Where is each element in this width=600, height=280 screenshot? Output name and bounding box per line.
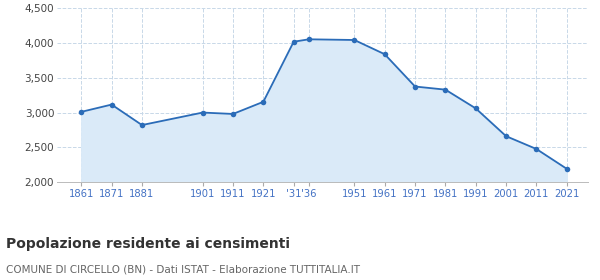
Point — [532, 147, 541, 151]
Point — [562, 167, 572, 171]
Point — [440, 87, 450, 92]
Point — [410, 84, 420, 89]
Point — [289, 39, 298, 44]
Point — [198, 110, 208, 115]
Point — [228, 112, 238, 116]
Text: Popolazione residente ai censimenti: Popolazione residente ai censimenti — [6, 237, 290, 251]
Point — [259, 100, 268, 104]
Point — [471, 106, 481, 111]
Point — [380, 52, 389, 57]
Point — [501, 134, 511, 138]
Point — [304, 37, 314, 41]
Text: COMUNE DI CIRCELLO (BN) - Dati ISTAT - Elaborazione TUTTITALIA.IT: COMUNE DI CIRCELLO (BN) - Dati ISTAT - E… — [6, 265, 360, 275]
Point — [107, 102, 116, 107]
Point — [137, 123, 147, 127]
Point — [350, 38, 359, 42]
Point — [76, 110, 86, 114]
